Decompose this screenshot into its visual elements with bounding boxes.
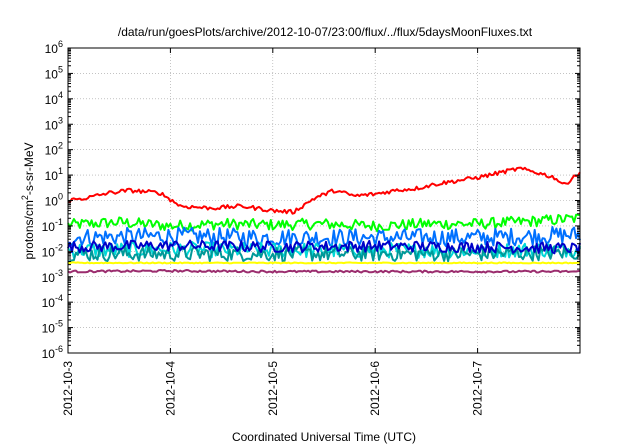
y-tick-label: 10-5 — [42, 319, 63, 336]
y-tick-label-base: 10 — [45, 169, 59, 183]
y-tick-label-exponent: -5 — [55, 319, 63, 329]
series-line — [67, 269, 581, 274]
y-tick-label-base: 10 — [45, 144, 59, 158]
series-line — [67, 166, 581, 215]
y-tick-label: 10-6 — [42, 344, 63, 361]
x-axis-title: Coordinated Universal Time (UTC) — [232, 430, 416, 444]
y-tick-label: 106 — [45, 39, 63, 56]
x-tick-label: 2012-10-4 — [163, 361, 177, 416]
y-tick-label: 102 — [45, 141, 63, 158]
x-tick-label: 2012-10-7 — [471, 361, 485, 416]
series-line — [67, 239, 581, 255]
x-tick-label: 2012-10-6 — [368, 361, 382, 416]
x-axis-tick-labels: 2012-10-3 2012-10-4 2012-10-5 2012-10-6 2012… — [61, 361, 485, 416]
y-axis-title: protons/cm2-s-sr-MeV — [20, 142, 36, 259]
series-line — [67, 245, 581, 263]
y-tick-label-exponent: 4 — [58, 90, 63, 100]
y-tick-label-base: 10 — [45, 67, 59, 81]
y-tick-label-base: 10 — [42, 271, 56, 285]
y-tick-label: 10-3 — [42, 268, 63, 285]
y-tick-label-exponent: -6 — [55, 344, 63, 354]
y-tick-label: 105 — [45, 64, 63, 81]
ticks-layer — [67, 47, 580, 354]
series-line — [67, 226, 581, 248]
y-axis-title-post: -s-sr-MeV — [22, 142, 36, 195]
y-tick-label-base: 10 — [45, 42, 59, 56]
y-tick-label-exponent: 0 — [58, 192, 63, 202]
y-tick-label: 104 — [45, 90, 63, 107]
y-axis-tick-labels: 10-610-510-410-310-210-11001011021031041… — [42, 39, 63, 361]
y-tick-label-exponent: -3 — [55, 268, 63, 278]
y-tick-label-base: 10 — [42, 245, 56, 259]
x-tick-label: 2012-10-5 — [266, 361, 280, 416]
grid-layer — [68, 48, 580, 353]
y-tick-label-exponent: -1 — [55, 217, 63, 227]
y-tick-label-base: 10 — [42, 347, 56, 361]
y-tick-label: 101 — [45, 166, 63, 183]
y-tick-label-exponent: 3 — [58, 115, 63, 125]
chart-title: /data/run/goesPlots/archive/2012-10-07/2… — [118, 25, 533, 39]
y-tick-label: 100 — [45, 192, 63, 209]
y-tick-label-base: 10 — [42, 296, 56, 310]
y-tick-label: 10-4 — [42, 293, 63, 310]
y-axis-title-pre: protons/cm — [22, 200, 36, 259]
y-tick-label-base: 10 — [42, 322, 56, 336]
x-tick-label: 2012-10-3 — [61, 361, 75, 416]
y-tick-label: 103 — [45, 115, 63, 132]
y-tick-label: 10-1 — [42, 217, 63, 234]
y-tick-label-exponent: 6 — [58, 39, 63, 49]
y-tick-label-exponent: -2 — [55, 242, 63, 252]
y-tick-label-exponent: 1 — [58, 166, 63, 176]
y-tick-label-exponent: 2 — [58, 141, 63, 151]
y-tick-label-base: 10 — [45, 118, 59, 132]
series-line — [67, 213, 581, 233]
series-layer — [67, 166, 581, 274]
y-tick-label: 10-2 — [42, 242, 63, 259]
y-tick-label-base: 10 — [45, 93, 59, 107]
y-axis-title-sup: 2 — [20, 195, 30, 200]
y-tick-label-exponent: -4 — [55, 293, 63, 303]
y-tick-label-base: 10 — [45, 195, 59, 209]
y-tick-label-exponent: 5 — [58, 64, 63, 74]
y-tick-label-base: 10 — [42, 220, 56, 234]
series-line — [67, 261, 581, 265]
